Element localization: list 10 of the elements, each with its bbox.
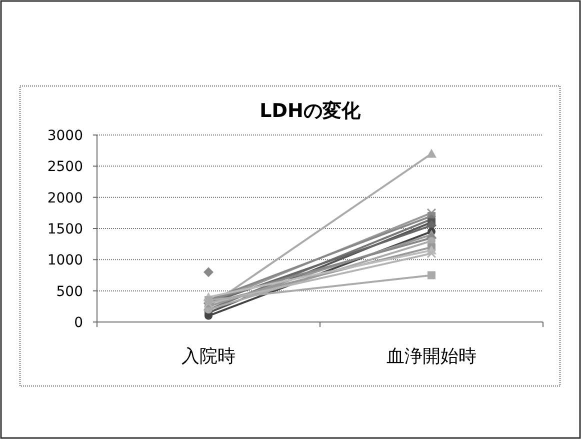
y-tick-label: 3000 — [47, 128, 83, 144]
x-tick-label: 血浄開始時 — [386, 346, 476, 367]
y-tick-label: 1500 — [47, 222, 83, 238]
y-tick-label: 1000 — [47, 252, 83, 269]
y-tick-label: 2500 — [47, 159, 83, 176]
x-tick-label: 入院時 — [182, 346, 236, 367]
y-tick-label: 0 — [74, 315, 83, 331]
y-tick-label: 500 — [56, 284, 83, 300]
chart-title: LDHの変化 — [260, 100, 362, 122]
y-tick-label: 2000 — [47, 190, 83, 206]
